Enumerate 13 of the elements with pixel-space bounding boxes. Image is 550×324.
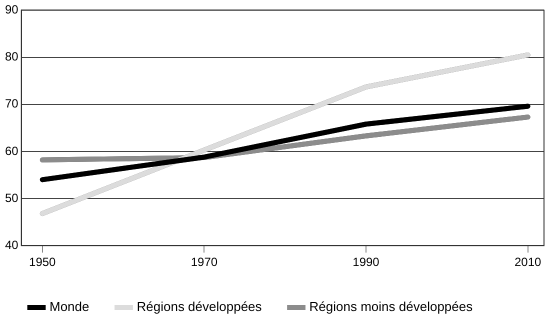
- x-tick-label: 1990: [352, 255, 380, 270]
- legend-label: Régions développées: [136, 299, 262, 314]
- legend-label: Régions moins développées: [309, 299, 474, 314]
- y-tick-label: 60: [4, 144, 19, 158]
- legend-label: Monde: [50, 299, 90, 314]
- y-tick-label: 90: [4, 2, 19, 17]
- x-tick-label: 2010: [514, 255, 542, 270]
- x-tick-label: 1950: [29, 255, 56, 270]
- x-tick-label: 1970: [190, 255, 218, 270]
- y-tick-label: 70: [4, 96, 19, 111]
- y-tick-label: 50: [4, 190, 19, 205]
- y-tick-label: 80: [4, 50, 19, 64]
- y-tick-label: 40: [4, 238, 19, 252]
